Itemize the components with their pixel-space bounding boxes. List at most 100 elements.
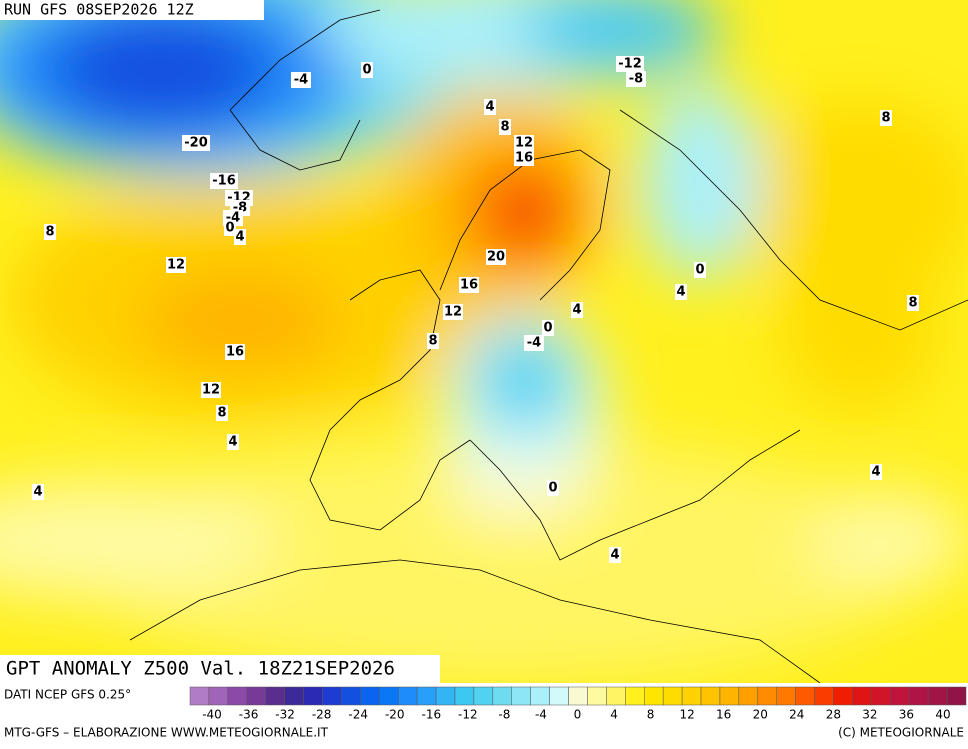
colorbar-swatch	[738, 686, 759, 706]
contour-label: -4	[294, 73, 308, 88]
contour-label: 12	[444, 305, 462, 320]
run-label: RUN GFS 08SEP2026 12Z	[4, 1, 194, 19]
contour-label-bg	[514, 135, 534, 151]
colorbar-swatch	[511, 686, 531, 706]
contour-label: 8	[500, 120, 509, 135]
colorbar-tick-label: 8	[647, 708, 655, 722]
colorbar-swatch	[416, 686, 437, 706]
colorbar-swatch	[492, 686, 513, 706]
contour-label: 4	[485, 100, 494, 115]
contour-labels: 0-4-20-16-12-8-4048121612844481216201612…	[32, 56, 919, 563]
contour-label-bg	[907, 295, 919, 311]
contour-label: 16	[460, 278, 478, 293]
colorbar-swatch	[833, 686, 853, 706]
colorbar-swatch	[265, 686, 285, 706]
colorbar-tick-label: 32	[862, 708, 877, 722]
colorbar-tick-label: -32	[275, 708, 295, 722]
contour-label-bg	[216, 405, 228, 421]
contour-label: 16	[226, 345, 244, 360]
contour-label: 8	[45, 225, 54, 240]
colorbar-tick-label: -16	[421, 708, 441, 722]
colorbar-tick-label: 24	[789, 708, 804, 722]
contour-label: 16	[515, 151, 533, 166]
contour-label: 0	[225, 221, 234, 236]
colorbar-swatch	[549, 686, 569, 706]
contour-label-bg	[484, 99, 496, 115]
colorbar-swatch	[473, 686, 494, 706]
contour-label-bg	[542, 320, 554, 336]
colorbar-swatch	[681, 686, 702, 706]
colorbar-tick-label: -4	[535, 708, 547, 722]
contour-label: 12	[167, 258, 185, 273]
contour-label: -20	[184, 136, 208, 151]
contour-label-bg	[225, 344, 245, 360]
contour-label-bg	[427, 333, 439, 349]
contour-label: 8	[881, 111, 890, 126]
colorbar-tick-label: -24	[348, 708, 368, 722]
colorbar-swatch	[606, 686, 626, 706]
colorbar-swatch	[379, 686, 399, 706]
colorbar-swatch	[757, 686, 777, 706]
colorbar-swatch	[625, 686, 645, 706]
colorbar-swatch	[643, 686, 664, 706]
colorbar-swatch	[871, 686, 891, 706]
contour-label-bg	[514, 150, 534, 166]
contour-label-bg	[486, 249, 506, 265]
footer-left: MTG-GFS – ELABORAZIONE WWW.METEOGIORNALE…	[4, 726, 329, 740]
contour-label: -12	[618, 57, 642, 72]
contour-label-bg	[499, 119, 511, 135]
contour-label-bg	[182, 135, 210, 151]
contour-label-bg	[459, 277, 479, 293]
contour-label: 4	[871, 465, 880, 480]
title-box	[0, 655, 440, 683]
source: DATI NCEP GFS 0.25°	[4, 688, 131, 702]
contour-label: -4	[527, 336, 541, 351]
contour-label-bg	[626, 71, 646, 87]
contour-label-bg	[609, 547, 621, 563]
contour-label-bg	[234, 229, 246, 245]
contour-label: -8	[629, 72, 643, 87]
contour-label-bg	[361, 62, 373, 78]
colorbar-swatch	[700, 686, 721, 706]
contour-label: 12	[202, 383, 220, 398]
colorbar-swatch	[776, 686, 796, 706]
colorbar-swatch	[341, 686, 361, 706]
contour-label: 8	[217, 406, 226, 421]
colorbar-swatch	[435, 686, 456, 706]
coastlines	[129, 9, 968, 683]
colorbar-swatch	[946, 686, 967, 706]
contour-label-bg	[210, 173, 238, 189]
colorbar-swatch	[908, 686, 929, 706]
contour-label-bg	[616, 56, 644, 72]
colorbar-tick-label: 20	[753, 708, 768, 722]
colorbar-tick-label: -28	[312, 708, 332, 722]
contour-label: 0	[543, 321, 552, 336]
colorbar-swatch	[927, 686, 948, 706]
colorbar-swatch	[662, 686, 683, 706]
contour-label: 4	[235, 230, 244, 245]
colorbar-tick-label: -12	[458, 708, 478, 722]
colorbar-swatch	[303, 686, 323, 706]
colorbar-swatch	[227, 686, 248, 706]
contour-label-bg	[524, 335, 544, 351]
contour-label-bg	[201, 382, 221, 398]
colorbar-tick-label: 4	[610, 708, 618, 722]
colorbar-swatch	[852, 686, 872, 706]
contour-label-bg	[166, 257, 186, 273]
colorbar-swatch	[890, 686, 910, 706]
contour-label-bg	[880, 110, 892, 126]
colorbar-swatch	[208, 686, 229, 706]
contour-label-bg	[32, 484, 44, 500]
contour-label-bg	[443, 304, 463, 320]
colorbar-swatch	[568, 686, 588, 706]
colorbar-swatch	[587, 686, 607, 706]
contour-label: 4	[676, 285, 685, 300]
colorbar-tick-label: 36	[899, 708, 914, 722]
contour-label: 4	[610, 548, 619, 563]
run-box	[0, 0, 264, 20]
contour-label: 20	[487, 250, 505, 265]
colorbar-swatch	[189, 686, 210, 706]
map-title: GPT ANOMALY Z500 Val. 18Z21SEP2026	[6, 658, 395, 680]
contour-label: 4	[33, 485, 42, 500]
